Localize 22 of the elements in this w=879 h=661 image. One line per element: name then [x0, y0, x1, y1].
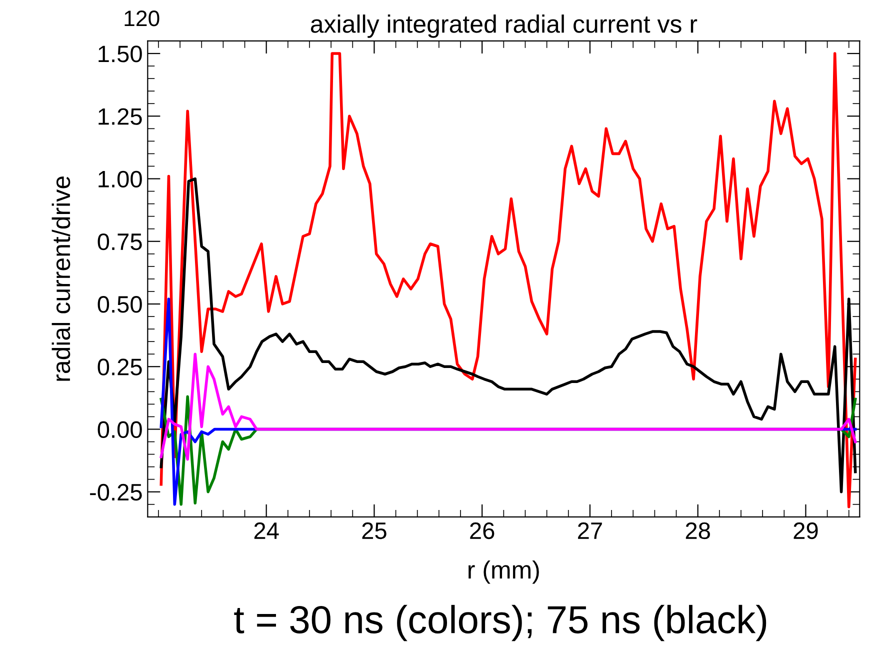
x-tick-label: 27	[578, 522, 602, 539]
line-series	[160, 177, 857, 494]
y-tick-label: 0.25	[98, 358, 142, 376]
y-tick-label: -0.25	[90, 484, 142, 501]
y-tick-label: 0.50	[98, 296, 142, 313]
x-tick-label: 25	[362, 522, 386, 540]
y-tick-label: 1.00	[98, 170, 142, 188]
y-tick-label: 0.75	[98, 233, 142, 250]
y-tick-label: 1.50	[98, 46, 142, 62]
y-axis-title: radial current/drive	[52, 176, 70, 381]
x-tick-label: 26	[470, 522, 494, 540]
x-tick-label: 28	[686, 522, 710, 540]
text: t = 30 ns (colors); 75 ns (black)	[234, 604, 766, 642]
y-tick-label: 0.00	[98, 421, 142, 438]
x-axis-title: r (mm)	[468, 560, 539, 584]
text: 120	[124, 10, 160, 26]
line-series	[160, 352, 857, 461]
x-tick-label: 24	[254, 522, 279, 539]
line-series	[160, 52, 857, 508]
x-tick-label: 29	[794, 522, 818, 540]
y-tick-label: 1.25	[98, 108, 142, 125]
chart-title: axially integrated radial current vs r	[310, 14, 698, 38]
